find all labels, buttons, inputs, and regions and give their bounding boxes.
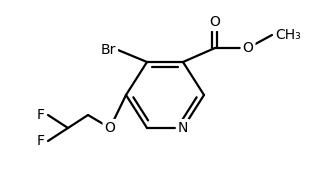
Text: O: O [210,15,221,29]
Text: F: F [37,134,45,148]
Text: Br: Br [100,43,116,57]
Text: F: F [37,108,45,122]
Text: O: O [105,121,116,135]
Text: N: N [178,121,188,135]
Text: O: O [242,41,253,55]
Text: CH₃: CH₃ [275,28,301,42]
